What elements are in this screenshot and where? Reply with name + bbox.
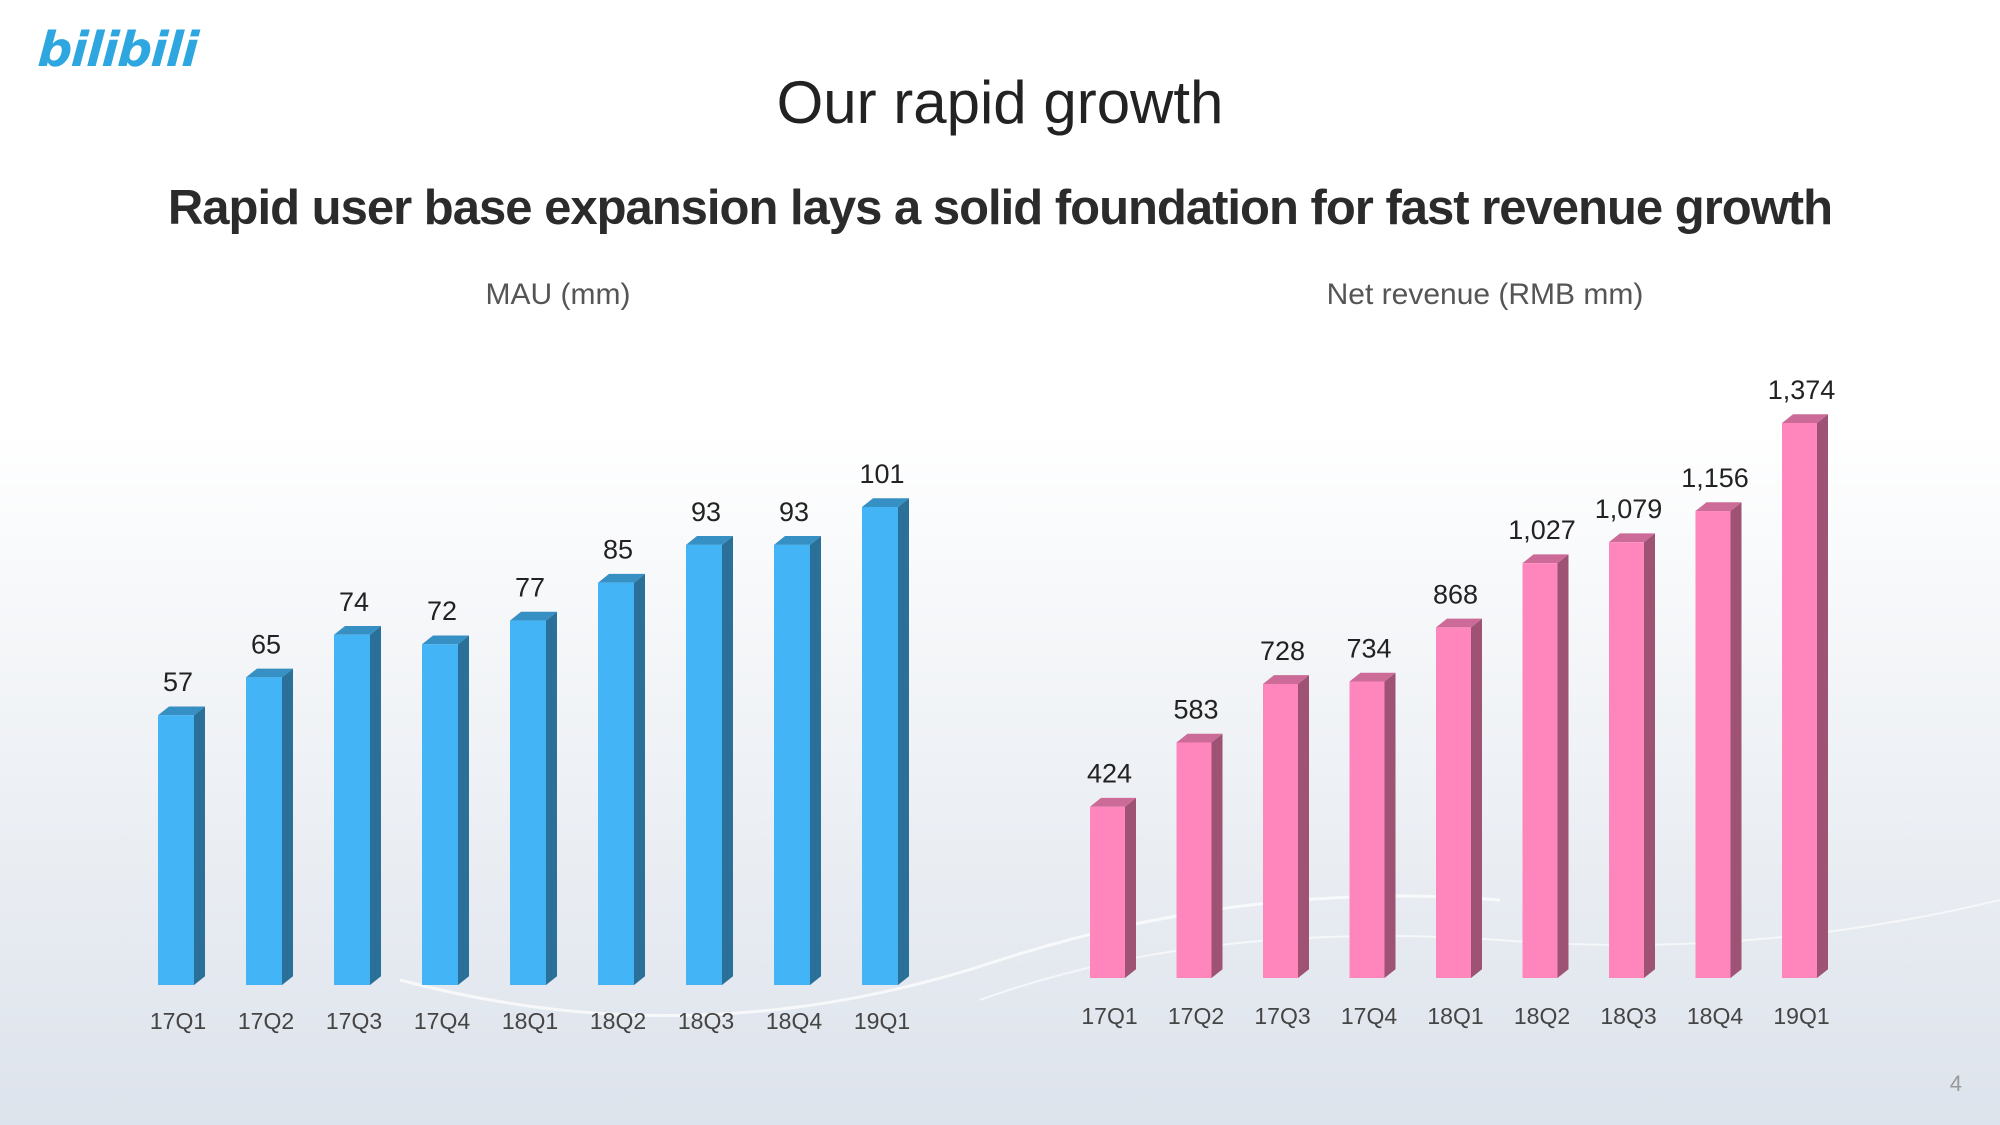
mau-value-label: 74: [339, 587, 369, 617]
revenue-bar-18Q1: [1436, 618, 1482, 978]
mau-category-label: 18Q2: [590, 1008, 646, 1034]
mau-bar-17Q1: [158, 706, 205, 985]
mau-category-label: 17Q3: [326, 1008, 382, 1034]
mau-value-label: 72: [427, 596, 457, 626]
revenue-value-label: 728: [1260, 636, 1305, 666]
mau-value-label: 77: [515, 573, 545, 603]
mau-bar-18Q1: [510, 611, 557, 985]
mau-chart-title: MAU (mm): [485, 278, 631, 311]
revenue-category-label: 18Q3: [1600, 1003, 1656, 1029]
revenue-bar-19Q1: [1782, 414, 1828, 978]
revenue-value-label: 1,374: [1768, 375, 1836, 405]
revenue-category-label: 17Q1: [1081, 1003, 1137, 1029]
page-subtitle: Rapid user base expansion lays a solid f…: [167, 181, 1833, 235]
revenue-value-label: 1,079: [1595, 494, 1663, 524]
revenue-value-label: 1,156: [1681, 463, 1749, 493]
page-title: Our rapid growth: [776, 69, 1224, 136]
revenue-bar-17Q3: [1263, 675, 1309, 978]
revenue-bar-17Q1: [1090, 797, 1136, 978]
revenue-category-label: 19Q1: [1773, 1003, 1829, 1029]
mau-value-label: 93: [691, 497, 721, 527]
mau-category-label: 17Q2: [238, 1008, 294, 1034]
mau-bar-19Q1: [862, 498, 909, 985]
mau-category-label: 19Q1: [854, 1008, 910, 1034]
revenue-value-label: 424: [1087, 759, 1132, 789]
mau-bar-18Q3: [686, 536, 733, 985]
mau-bar-18Q2: [598, 573, 645, 985]
revenue-value-label: 868: [1433, 579, 1478, 609]
revenue-chart-title: Net revenue (RMB mm): [1326, 278, 1644, 311]
mau-bar-18Q4: [774, 536, 821, 985]
mau-value-label: 65: [251, 629, 281, 659]
page-number: 4: [1949, 1071, 1962, 1096]
mau-bar-17Q4: [422, 635, 469, 985]
mau-value-label: 101: [859, 459, 904, 489]
revenue-bar-17Q4: [1349, 672, 1396, 978]
revenue-category-label: 17Q2: [1168, 1003, 1224, 1029]
revenue-bar-18Q4: [1695, 502, 1742, 978]
mau-category-label: 18Q3: [678, 1008, 734, 1034]
revenue-value-label: 1,027: [1508, 515, 1576, 545]
mau-category-label: 18Q1: [502, 1008, 558, 1034]
revenue-category-label: 18Q4: [1687, 1003, 1743, 1029]
mau-value-label: 57: [163, 667, 193, 697]
revenue-category-label: 17Q4: [1341, 1003, 1397, 1029]
mau-value-label: 93: [779, 497, 809, 527]
mau-category-label: 18Q4: [766, 1008, 822, 1034]
revenue-category-label: 17Q3: [1254, 1003, 1310, 1029]
mau-category-label: 17Q1: [150, 1008, 206, 1034]
revenue-value-label: 734: [1346, 634, 1391, 664]
revenue-bar-18Q3: [1609, 533, 1655, 978]
revenue-value-label: 583: [1173, 695, 1218, 725]
mau-category-label: 17Q4: [414, 1008, 470, 1034]
mau-bar-17Q3: [334, 625, 381, 985]
revenue-category-label: 18Q2: [1514, 1003, 1570, 1029]
revenue-category-label: 18Q1: [1427, 1003, 1483, 1029]
mau-value-label: 85: [603, 535, 633, 565]
mau-bar-17Q2: [246, 668, 293, 985]
revenue-bar-17Q2: [1176, 733, 1223, 978]
revenue-bar-18Q2: [1522, 554, 1569, 978]
